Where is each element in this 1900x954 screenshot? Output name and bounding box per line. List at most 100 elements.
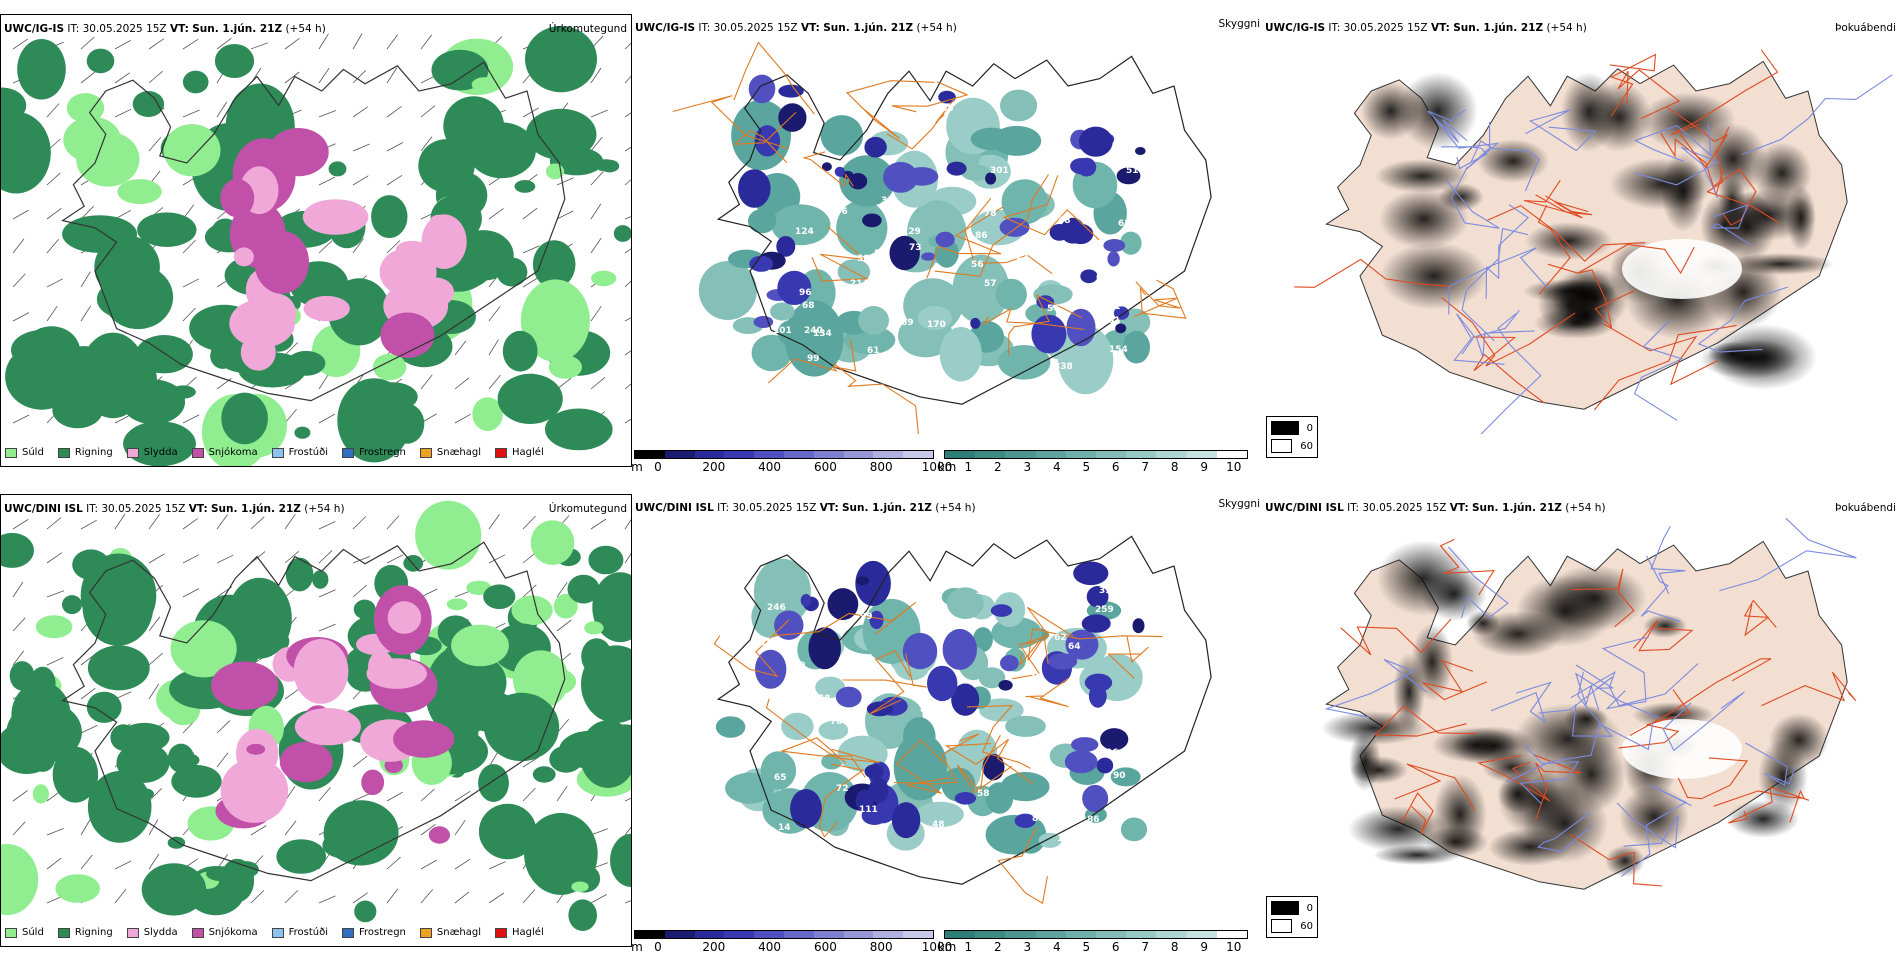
rain-area xyxy=(354,900,377,923)
snow-area xyxy=(387,601,422,634)
wind-barb xyxy=(624,280,631,288)
rain-area xyxy=(530,520,575,565)
cloud-base-label: 99 xyxy=(860,612,873,622)
legend-label: Frostregn xyxy=(359,927,406,938)
wind-barb xyxy=(182,38,199,50)
cloud-base-label: 56 xyxy=(919,597,932,607)
legend-label: Frostregn xyxy=(359,447,406,458)
legend-swatch xyxy=(1271,421,1299,435)
wind-barb xyxy=(182,239,196,254)
wind-barb xyxy=(182,518,198,530)
wind-barb xyxy=(182,109,200,118)
wind-barb xyxy=(352,892,369,904)
rain-area xyxy=(553,593,578,619)
wind-barb xyxy=(318,521,336,530)
cloud-base-label: 85 xyxy=(858,286,871,296)
rain-area xyxy=(337,378,412,463)
road-line xyxy=(1662,691,1745,752)
legend-label: 60 xyxy=(1300,920,1313,932)
cloud-base-label: 39 xyxy=(1099,586,1112,596)
wind-barb xyxy=(454,819,466,836)
road-line xyxy=(1706,126,1779,223)
colorbar-tick: 6 xyxy=(1111,460,1120,474)
cloud-base-label: 47 xyxy=(870,281,883,291)
visibility-colorbar: km 1 2 3 4 5 6 7 8 9 10 xyxy=(938,450,1248,474)
wind-barb xyxy=(488,374,501,390)
road-line xyxy=(1719,517,1857,592)
rain-area xyxy=(1,843,39,916)
wind-barb xyxy=(352,70,367,84)
cloud-base-label: 62 xyxy=(1054,633,1067,643)
road-line xyxy=(1374,705,1477,737)
wind-barb xyxy=(284,408,297,424)
cloud-base-label: 87 xyxy=(920,705,933,715)
visibility-area xyxy=(818,720,849,740)
cloud-base-area xyxy=(1100,728,1129,751)
cloud-base-area xyxy=(1049,224,1070,241)
wind-barb xyxy=(590,203,602,220)
rain-area xyxy=(87,771,152,843)
colorbar-tick: 10 xyxy=(1226,460,1242,474)
wind-barb xyxy=(556,210,574,220)
wind-barb xyxy=(522,584,537,598)
precip-legend-item: Snjókoma xyxy=(191,447,258,458)
visibility-area xyxy=(995,278,1027,311)
wind-barb xyxy=(12,519,29,530)
road-line xyxy=(966,705,1031,769)
cloud-base-area xyxy=(927,665,958,702)
fog-area xyxy=(1586,82,1652,152)
wind-barb xyxy=(352,175,369,186)
wind-barb xyxy=(386,174,403,186)
wind-barb xyxy=(46,172,61,186)
snow-area xyxy=(220,758,289,823)
legend-label: Snæhagl xyxy=(436,447,482,458)
wind-barb xyxy=(318,110,336,118)
cloud-base-label: 69 xyxy=(832,574,845,584)
wind-barb xyxy=(420,859,437,870)
road-line xyxy=(1666,106,1728,169)
wind-barb xyxy=(522,107,539,118)
cloud-base-area xyxy=(1078,126,1113,157)
rain-area xyxy=(571,881,589,892)
wind-barb xyxy=(420,823,436,836)
wind-barb xyxy=(46,657,64,666)
rain-area xyxy=(328,161,347,177)
cloud-base-area xyxy=(998,680,1013,691)
rain-area xyxy=(16,379,42,395)
cloud-base-label: 56 xyxy=(874,249,887,259)
colorbar-tick: 9 xyxy=(1200,940,1209,954)
wind-barb xyxy=(454,413,471,424)
legend-label: Súld xyxy=(22,447,44,458)
rain-area xyxy=(86,48,115,74)
cloud-base-label: 45 xyxy=(941,104,954,114)
wind-barb xyxy=(12,617,26,632)
colorbar-unit: m xyxy=(632,940,643,954)
rain-area xyxy=(1,111,51,194)
visibility-colorbar: km 1 2 3 4 5 6 7 8 9 10 xyxy=(938,930,1248,954)
fog-area xyxy=(1477,139,1549,183)
colorbar-tick: 5 xyxy=(1082,940,1091,954)
legend-swatch xyxy=(419,927,432,938)
rain-area xyxy=(591,728,631,776)
cloud-base-label: 81 xyxy=(1032,814,1045,824)
colorbar-tick: 600 xyxy=(813,940,837,954)
wind-barb xyxy=(624,317,631,322)
wind-barb xyxy=(216,37,232,50)
rain-area xyxy=(525,108,597,160)
legend-label: Slydda xyxy=(143,447,178,458)
colorbar-tick: 1 xyxy=(964,940,973,954)
panel-title: Þokuábendi xyxy=(1835,502,1896,514)
wind-barb xyxy=(284,71,300,84)
precip-legend-item: Snjókoma xyxy=(191,927,258,938)
rain-area xyxy=(591,270,617,287)
colorbar-tick: 6 xyxy=(1111,940,1120,954)
wind-barb xyxy=(148,853,160,870)
cloud-base-label: 78 xyxy=(830,717,843,727)
panel-title: Úrkomutegund xyxy=(548,23,627,35)
wind-barb xyxy=(590,67,602,84)
road-line xyxy=(1027,628,1163,661)
fog-legend: 0 60 xyxy=(1266,416,1318,458)
wind-barb xyxy=(318,786,331,802)
snow-area xyxy=(211,661,279,710)
wind-barb xyxy=(182,307,196,322)
